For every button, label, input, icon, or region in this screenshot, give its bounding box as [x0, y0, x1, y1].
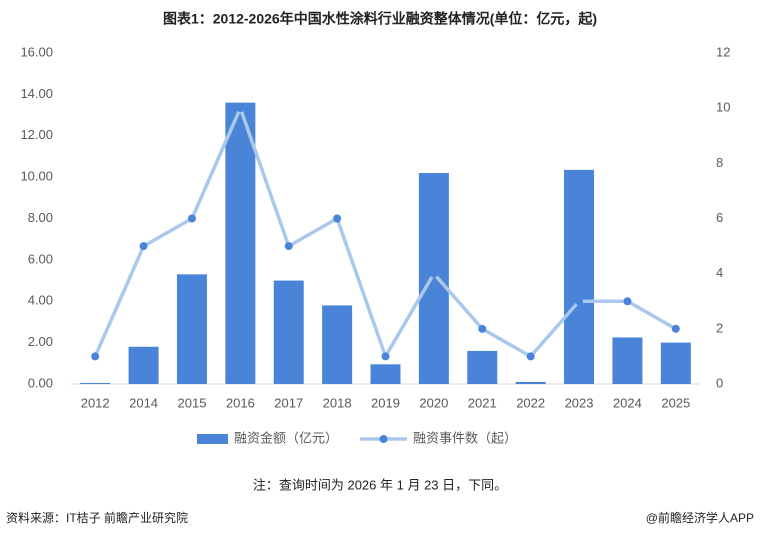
footnote: 注：查询时间为 2026 年 1 月 23 日，下同。	[253, 477, 507, 492]
line-marker	[333, 214, 342, 223]
y2-tick-label: 0	[716, 375, 723, 390]
line-marker	[381, 352, 390, 361]
brand: @前瞻经济学人APP	[646, 510, 754, 525]
x-tick-label: 2016	[226, 395, 255, 410]
x-tick-label: 2012	[81, 395, 110, 410]
y2-tick-label: 8	[716, 155, 723, 170]
line-marker	[91, 352, 100, 361]
line-marker	[526, 352, 535, 361]
line-marker	[623, 297, 632, 306]
y-tick-label: 8.00	[28, 210, 53, 225]
y2-tick-label: 6	[716, 210, 723, 225]
bar	[80, 382, 111, 384]
bar	[370, 364, 401, 384]
x-tick-label: 2020	[419, 395, 448, 410]
y-tick-label: 14.00	[20, 86, 53, 101]
x-tick-label: 2025	[661, 395, 690, 410]
line-marker	[236, 104, 245, 113]
x-tick-label: 2015	[178, 395, 207, 410]
line-marker	[429, 269, 438, 278]
y-tick-label: 10.00	[20, 169, 53, 184]
x-tick-label: 2021	[468, 395, 497, 410]
legend-swatch	[197, 434, 228, 444]
y-tick-label: 12.00	[20, 127, 53, 142]
y-tick-label: 0.00	[28, 375, 53, 390]
y2-tick-label: 2	[716, 320, 723, 335]
x-tick-label: 2019	[371, 395, 400, 410]
bar	[418, 172, 449, 384]
y-tick-label: 4.00	[28, 293, 53, 308]
bar	[225, 102, 256, 385]
x-tick-label: 2022	[516, 395, 545, 410]
legend-label: 融资事件数（起）	[413, 430, 517, 445]
x-tick-label: 2017	[274, 395, 303, 410]
y-tick-label: 2.00	[28, 334, 53, 349]
bar	[564, 169, 595, 384]
x-tick-label: 2023	[565, 395, 594, 410]
x-tick-label: 2014	[129, 395, 158, 410]
bar	[273, 280, 304, 384]
bar	[467, 350, 498, 384]
bar	[612, 337, 643, 384]
line-marker	[671, 324, 680, 333]
bar	[128, 346, 159, 384]
y2-tick-label: 4	[716, 265, 723, 280]
y-tick-label: 16.00	[20, 44, 53, 59]
bar	[660, 342, 691, 384]
bar	[322, 305, 353, 384]
line-marker	[139, 242, 148, 251]
line-marker	[575, 297, 584, 306]
x-tick-label: 2018	[323, 395, 352, 410]
line-marker	[187, 214, 196, 223]
bar	[515, 381, 546, 384]
legend-label: 融资金额（亿元）	[234, 430, 338, 445]
y2-tick-label: 12	[716, 44, 730, 59]
line-marker	[284, 242, 293, 251]
chart-title: 图表1：2012-2026年中国水性涂料行业融资整体情况(单位：亿元，起)	[163, 11, 597, 27]
y-tick-label: 6.00	[28, 251, 53, 266]
legend-marker	[379, 435, 388, 443]
bar	[176, 274, 207, 384]
y2-tick-label: 10	[716, 100, 730, 115]
line-marker	[478, 324, 487, 333]
x-tick-label: 2024	[613, 395, 642, 410]
source: 资料来源：IT桔子 前瞻产业研究院	[6, 510, 188, 525]
